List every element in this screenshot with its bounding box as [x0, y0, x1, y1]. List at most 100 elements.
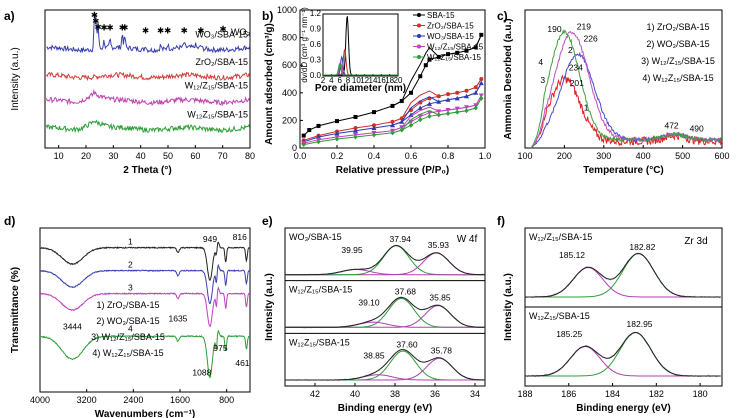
panel-e-component-c-1: [285, 321, 485, 328]
panel-b-inset-tick-label: 20: [394, 76, 403, 85]
panel-b-point: [479, 77, 484, 81]
panel-b-point: [399, 127, 404, 133]
panel-b-point: [417, 105, 423, 110]
panel-c-series-0: [530, 74, 723, 149]
panel-b-point: [436, 54, 441, 59]
panel-b-point: [454, 106, 460, 112]
panel-b-point: [353, 128, 358, 133]
panel-e-sample-name: WO₃/SBA-15: [289, 232, 342, 242]
panel-b-point: [399, 125, 405, 130]
panel-a-series-1: [45, 71, 251, 81]
panel-e-tick-label: 40: [350, 389, 360, 399]
panel-b-point: [399, 119, 405, 124]
panel-c-series-1: [530, 51, 723, 149]
panel-c-curve-label: 3: [540, 75, 545, 85]
panel-d-series-1: [40, 263, 250, 305]
panel-b-ylabel: Amount adsorbed (cm³/g): [264, 23, 275, 145]
panel-e-title: W 4f: [457, 234, 478, 245]
panel-c-tick-label: 100: [517, 151, 532, 161]
panel-b-point: [427, 113, 432, 119]
panel-b-inset-ytick-label: 0.3: [310, 56, 322, 65]
panel-f-peak-label: 182.95: [627, 319, 653, 329]
panel-f-component-a-1: [525, 332, 721, 377]
panel-d-tick-label: 3200: [77, 395, 97, 405]
panel-b-xtick-label: 0.2: [331, 151, 344, 161]
panel-a-wo3-marker: ✱: [181, 25, 188, 35]
panel-c-legend-label: 3) W₁₂/Z₁₅/SBA-15: [641, 56, 715, 66]
panel-b-point: [423, 63, 428, 68]
panel-c-peak-label: 190: [547, 24, 561, 34]
panel-a-wo3-marker: ✱: [157, 25, 164, 35]
panel-a-wo3-marker: ✱: [197, 25, 204, 35]
panel-d-peak-label: 1088: [192, 368, 211, 378]
panel-b-point: [445, 111, 451, 116]
panel-a-legend-marker: ✱: [219, 24, 226, 34]
panel-c-tick-label: 400: [636, 151, 651, 161]
panel-b-point: [464, 88, 469, 93]
panel-b-point: [436, 99, 442, 104]
panel-f-component-b-0: [525, 266, 721, 298]
panel-b-point: [334, 136, 340, 142]
panel-f-tick-label: 184: [605, 389, 620, 399]
panel-b-point: [454, 95, 460, 101]
panel-b-inset-tick-label: 10: [352, 76, 361, 85]
panel-b-point: [335, 119, 339, 124]
panel-e-component-b-1: [285, 297, 485, 328]
panel-a-wo3-marker: ✱: [91, 10, 98, 20]
panel-e-component-c-2: [285, 374, 485, 381]
panel-e-component-c-0: [285, 269, 485, 276]
panel-b-point: [455, 109, 460, 115]
panel-a-frame: [44, 9, 251, 149]
panel-b-frame: [299, 9, 486, 149]
panel-b-inset-ylabel: dv/dD (cm³ g⁻¹ nm⁻¹): [300, 7, 309, 83]
panel-f-component-a-0: [525, 253, 721, 298]
panel-b-legend-label: W₁₂/Z₁₅/SBA-15: [427, 43, 484, 52]
panel-a-tick-label: 60: [190, 151, 200, 161]
panel-b-point: [455, 50, 460, 55]
panel-b-point: [445, 108, 451, 113]
panel-b-point: [446, 52, 450, 57]
panel-c-ylabel: Ammonia Desorbed (a.u.): [503, 18, 514, 139]
panel-b-legend-label: WO₃/SBA-15: [427, 32, 474, 41]
panel-b-point: [479, 32, 484, 37]
panel-b-inset-tick-label: 14: [369, 76, 378, 85]
panel-b-point: [399, 116, 404, 121]
panel-b-point: [307, 128, 312, 133]
panel-d-curve-label: 3: [128, 282, 133, 292]
panel-b-point: [353, 125, 358, 130]
panel-b-point: [427, 101, 432, 106]
panel-b-legend-marker: [417, 23, 421, 28]
panel-d-peak-label: 975: [213, 343, 227, 353]
panel-c-tick-label: 300: [596, 151, 611, 161]
panel-f-tick-label: 188: [517, 389, 532, 399]
panel-c-legend-label: 4) W₁₂Z₁₅/SBA-15: [642, 73, 713, 83]
panel-b-point: [464, 108, 469, 114]
panel-b-point: [390, 103, 395, 108]
panel-b-point: [436, 109, 442, 114]
panel-e-peak-label: 37.68: [395, 287, 417, 297]
panel-c-tick-label: 500: [675, 151, 690, 161]
panel-b-point: [455, 90, 460, 95]
panel-f-tick-label: 182: [649, 389, 664, 399]
panel-a-wo3-marker: ✱: [119, 23, 126, 33]
panel-c-series-3: [530, 28, 723, 149]
panel-a-series-name: ZrO₂/SBA-15: [195, 57, 248, 67]
panel-a-tick-label: 10: [54, 151, 64, 161]
panel-a-wo3-marker: ✱: [100, 23, 107, 33]
panel-b-legend-marker: [417, 13, 421, 17]
panel-b-point: [372, 123, 376, 128]
panel-e-ylabel: Intensity (a.u.): [264, 273, 275, 341]
panel-a-wo3-marker: ✱: [94, 22, 101, 32]
panel-d-frame: [39, 227, 251, 393]
panel-b-inset-curve-4: [323, 62, 398, 76]
panel-b-inset-tick-label: 8: [346, 76, 351, 85]
panel-b-point: [301, 133, 306, 138]
panel-e-raw-0: [284, 244, 486, 276]
panel-b-point: [436, 94, 441, 99]
panel-b-inset-tick-label: 4: [329, 76, 334, 85]
panel-f-title: Zr 3d: [684, 236, 707, 247]
panel-a-wo3-marker: ✱: [106, 23, 113, 33]
panel-b-series-3: [303, 95, 482, 144]
panel-d-series-3: [39, 329, 251, 379]
panel-e-component-b-0: [285, 245, 485, 276]
